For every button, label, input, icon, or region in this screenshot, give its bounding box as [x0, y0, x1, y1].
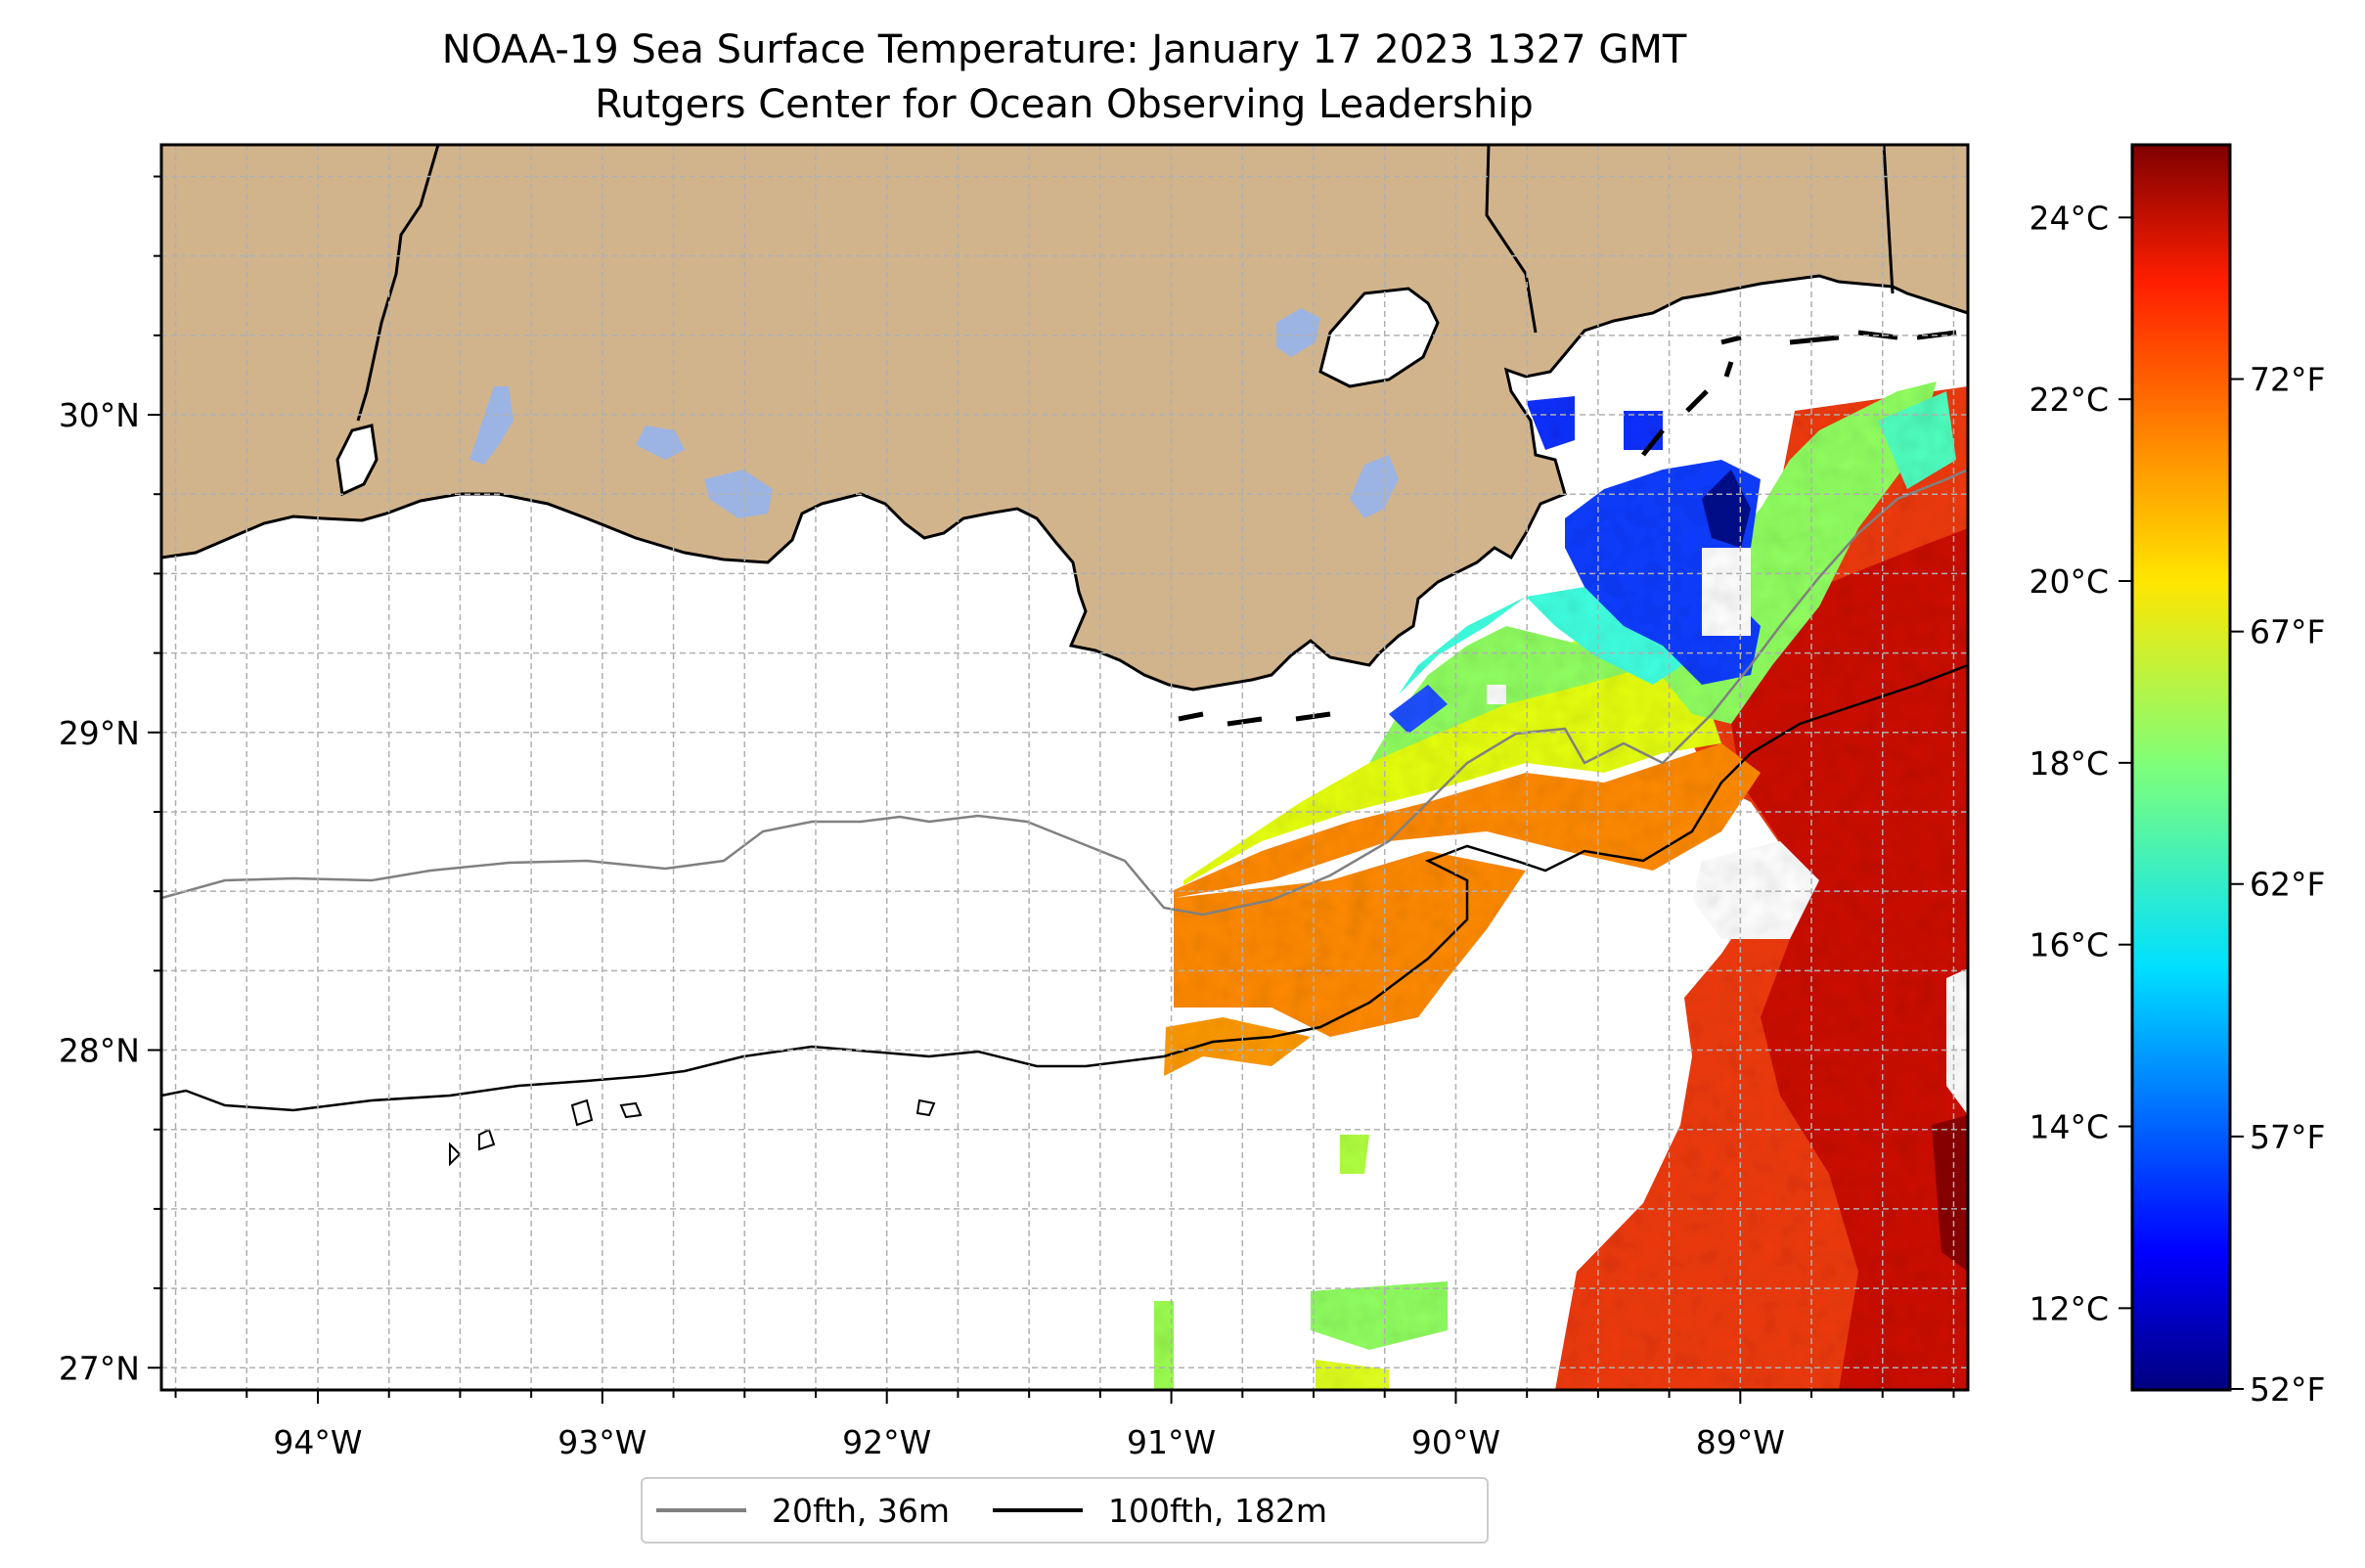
cloud-gap-4 — [1487, 685, 1506, 704]
state-boundary — [356, 145, 440, 422]
lake-salvador — [1350, 455, 1399, 518]
colorbar-c-label: 24°C — [2029, 199, 2109, 237]
lon-tick-label: 94°W — [273, 1423, 362, 1461]
sst-patch-4 — [1316, 1360, 1389, 1390]
title-line-2: Rutgers Center for Ocean Observing Leade… — [595, 82, 1534, 127]
land-mass — [161, 145, 1968, 692]
sst-green-shelf — [1369, 381, 1937, 763]
legend-item-20fth: 20fth, 36m — [656, 1492, 950, 1530]
isobath-legend: 20fth, 36m 100fth, 182m — [641, 1477, 1489, 1544]
colorbar-f-label: 57°F — [2250, 1118, 2325, 1156]
sst-patch-3 — [1311, 1281, 1448, 1350]
map-area — [161, 145, 1968, 1390]
colorbar-c-label: 22°C — [2029, 381, 2109, 419]
cloud-gap-3 — [1702, 548, 1751, 636]
lat-tick-label: 27°N — [59, 1349, 140, 1387]
lake-maurepas — [1276, 308, 1320, 357]
state-boundary-al — [1882, 145, 1895, 294]
lat-tick-label: 28°N — [59, 1032, 140, 1070]
legend-label-100fth: 100fth, 182m — [1108, 1491, 1327, 1530]
lon-tick-label: 91°W — [1127, 1423, 1216, 1461]
lake-pontchartrain — [1318, 287, 1440, 388]
sst-patch-1 — [1340, 1135, 1369, 1174]
map-frame — [159, 143, 1970, 1392]
isobath-20-fathom — [161, 468, 1968, 917]
colorbar-f-label: 67°F — [2250, 613, 2325, 651]
map-gridlines — [161, 145, 1968, 1390]
shelf-islands — [449, 1098, 936, 1167]
lon-tick-label: 93°W — [558, 1423, 647, 1461]
state-boundary-ms — [1485, 145, 1538, 334]
sst-hot-core — [1721, 528, 1968, 1390]
legend-line-gray — [656, 1508, 746, 1512]
longitude-axis: 94°W 93°W 92°W 91°W 90°W 89°W — [174, 1390, 1955, 1461]
colorbar-c-label: 18°C — [2029, 744, 2109, 783]
sst-coldest-bay — [1702, 470, 1751, 548]
legend-line-black — [993, 1508, 1083, 1512]
colorbar-c-label: 16°C — [2029, 926, 2109, 964]
lon-tick-label: 92°W — [842, 1423, 931, 1461]
colorbar-fahrenheit-axis: 52°F 57°F 62°F 67°F 72°F — [2230, 361, 2325, 1409]
sst-field — [1154, 381, 1968, 1390]
sst-orange-sw — [1164, 1017, 1311, 1076]
sst-east-cyan — [1878, 391, 1956, 489]
cloud-gap-2 — [1946, 968, 1968, 1115]
colorbar-gradient — [2130, 143, 2232, 1392]
lon-tick-label: 89°W — [1696, 1423, 1785, 1461]
lat-tick-label: 29°N — [59, 714, 140, 752]
colorbar-c-label: 12°C — [2029, 1289, 2109, 1327]
latitude-axis: 27°N 28°N 29°N 30°N — [59, 175, 161, 1387]
colorbar-c-label: 14°C — [2029, 1108, 2109, 1146]
title-line-1: NOAA-19 Sea Surface Temperature: January… — [442, 27, 1687, 72]
sst-bay-north — [1526, 396, 1663, 450]
lake-grand — [469, 386, 513, 465]
lake-white — [636, 426, 685, 460]
sst-deep-core — [1932, 1115, 1968, 1272]
colorbar-celsius-axis: 12°C 14°C 16°C 18°C 20°C 22°C 24°C — [2029, 199, 2132, 1327]
colorbar-f-label: 72°F — [2250, 361, 2325, 399]
sst-west-patch — [1389, 685, 1448, 734]
lat-tick-label: 30°N — [59, 396, 140, 434]
colorbar-f-label: 62°F — [2250, 866, 2325, 904]
cloud-gap-1 — [1692, 841, 1819, 939]
colorbar-f-label: 52°F — [2250, 1370, 2325, 1409]
colorbar-c-label: 20°C — [2029, 562, 2109, 601]
isobath-100-fathom — [161, 663, 1968, 1112]
sst-patch-2 — [1154, 1301, 1174, 1389]
legend-item-100fth: 100fth, 182m — [993, 1492, 1327, 1530]
legend-label-20fth: 20fth, 36m — [772, 1491, 950, 1530]
lon-tick-label: 90°W — [1411, 1423, 1500, 1461]
sst-yellow-shelf — [1183, 626, 1721, 885]
